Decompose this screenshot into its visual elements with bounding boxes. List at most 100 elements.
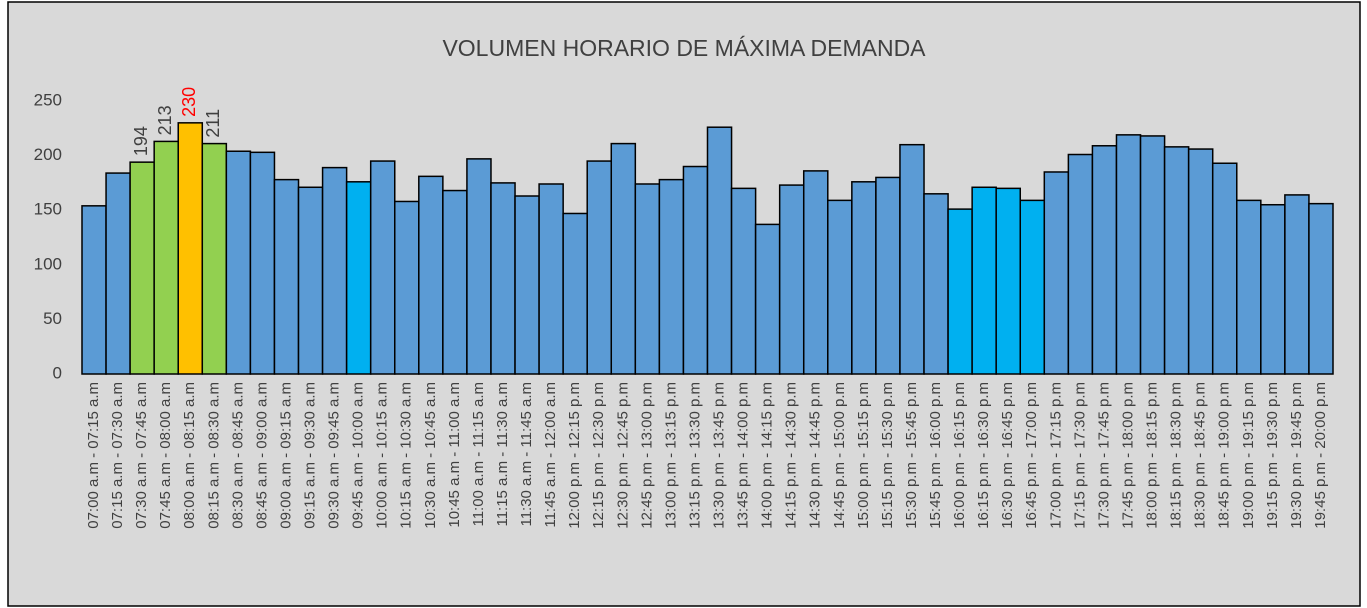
x-tick-label: 15:30 p.m - 15:45 p.m (903, 382, 920, 529)
x-tick-label: 10:15 a.m - 10:30 a.m (398, 382, 415, 529)
bar (802, 170, 829, 375)
x-tick-label: 19:45 p.m - 20:00 p.m (1312, 382, 1329, 529)
x-tick-label: 13:15 p.m - 13:30 p.m (686, 382, 703, 529)
bar (562, 212, 588, 375)
bar (514, 195, 540, 375)
bar (177, 122, 204, 375)
x-tick-label: 13:30 p.m - 13:45 p.m (710, 382, 727, 529)
x-tick-label: 12:30 p.m - 12:45 p.m (614, 382, 631, 529)
x-tick-label: 16:45 p.m - 17:00 p.m (1023, 382, 1040, 529)
bar (1019, 199, 1046, 375)
x-tick-label: 07:00 a.m - 07:15 a.m (85, 382, 102, 529)
bar (1284, 194, 1310, 375)
bar (1236, 199, 1262, 375)
x-tick-label: 14:30 p.m - 14:45 p.m (807, 382, 824, 529)
bar (995, 187, 1022, 375)
bar (851, 181, 877, 375)
x-tick-label: 18:45 p.m - 19:00 p.m (1216, 382, 1233, 529)
x-tick-label: 09:15 a.m - 09:30 a.m (302, 382, 319, 529)
x-tick-label: 11:45 a.m - 12:00 a.m (542, 382, 559, 528)
bar (1043, 171, 1070, 375)
x-tick-label: 16:15 p.m - 16:30 p.m (975, 382, 992, 529)
x-tick-label: 12:00 p.m - 12:15 p.m (566, 382, 583, 529)
x-tick-label: 10:45 a.m - 11:00 a.m (446, 382, 463, 528)
x-tick-label: 18:00 p.m - 18:15 p.m (1144, 382, 1161, 529)
x-tick-label: 17:00 p.m - 17:15 p.m (1047, 382, 1064, 529)
bar (1139, 135, 1166, 375)
bar (1091, 145, 1118, 375)
bar (730, 187, 757, 375)
x-tick-label: 14:15 p.m - 14:30 p.m (783, 382, 800, 529)
x-tick-label: 12:45 p.m - 13:00 p.m (638, 382, 655, 529)
x-tick-label: 19:00 p.m - 19:15 p.m (1240, 382, 1257, 529)
bar (490, 182, 516, 375)
bar (1187, 148, 1214, 375)
x-tick-label: 07:15 a.m - 07:30 a.m (109, 382, 126, 529)
bar (105, 172, 131, 375)
x-tick-label: 14:45 p.m - 15:00 p.m (831, 382, 848, 529)
bar (273, 178, 300, 375)
y-tick-label: 250 (34, 90, 62, 109)
x-tick-label: 10:30 a.m - 10:45 a.m (422, 382, 439, 529)
chart-title: VOLUMEN HORARIO DE MÁXIMA DEMANDA (442, 35, 926, 61)
x-tick-label: 17:30 p.m - 17:45 p.m (1095, 382, 1112, 529)
bar (345, 181, 372, 375)
x-tick-label: 11:30 a.m - 11:45 a.m (518, 382, 535, 527)
x-tick-label: 08:00 a.m - 08:15 a.m (181, 382, 198, 529)
x-tick-label: 15:15 p.m - 15:30 p.m (879, 382, 896, 529)
bar (923, 193, 949, 375)
x-tick-label: 13:00 p.m - 13:15 p.m (662, 382, 679, 529)
x-tick-label: 19:30 p.m - 19:45 p.m (1288, 382, 1305, 529)
bar (1211, 162, 1238, 375)
bar (634, 183, 661, 375)
x-tick-label: 09:30 a.m - 09:45 a.m (326, 382, 343, 529)
bar (1308, 202, 1334, 375)
bar (1115, 134, 1142, 375)
x-tick-label: 09:45 a.m - 10:00 a.m (350, 382, 367, 529)
bar (442, 189, 468, 375)
x-tick-label: 07:30 a.m - 07:45 a.m (133, 382, 150, 529)
x-tick-label: 08:15 a.m - 08:30 a.m (205, 382, 222, 529)
bar (225, 150, 252, 375)
bar (754, 223, 781, 375)
y-tick-label: 150 (34, 200, 62, 219)
bar (1260, 203, 1286, 375)
x-tick-label: 08:45 a.m - 09:00 a.m (253, 382, 270, 529)
x-tick-label: 11:15 a.m - 11:30 a.m (494, 382, 511, 527)
bar (369, 160, 396, 375)
bar (297, 186, 324, 375)
bar (538, 183, 564, 375)
bar (81, 205, 107, 375)
bar (153, 140, 179, 375)
x-tick-label: 09:00 a.m - 09:15 a.m (277, 382, 294, 529)
x-tick-label: 16:30 p.m - 16:45 p.m (999, 382, 1016, 529)
bar (1067, 153, 1094, 375)
bar (610, 142, 637, 375)
x-tick-label: 18:30 p.m - 18:45 p.m (1192, 382, 1209, 529)
bar (466, 158, 492, 375)
bar (658, 178, 685, 375)
bar (947, 208, 973, 375)
x-tick-label: 07:45 a.m - 08:00 a.m (157, 382, 174, 529)
y-tick-label: 0 (53, 363, 62, 382)
bar (899, 143, 925, 375)
x-tick-label: 13:45 p.m - 14:00 p.m (735, 382, 752, 529)
data-label: 213 (155, 105, 175, 135)
y-tick-label: 50 (43, 309, 62, 328)
x-tick-label: 11:00 a.m - 11:15 a.m (470, 382, 487, 527)
bar (394, 200, 420, 375)
bar (321, 166, 348, 375)
x-tick-label: 10:00 a.m - 10:15 a.m (374, 382, 391, 529)
x-tick-label: 18:15 p.m - 18:30 p.m (1168, 382, 1185, 529)
data-label: 194 (131, 126, 151, 156)
bar (827, 199, 853, 375)
x-tick-label: 19:15 p.m - 19:30 p.m (1264, 382, 1281, 529)
bar (1163, 146, 1190, 375)
y-tick-label: 100 (34, 254, 62, 273)
bar (875, 176, 901, 375)
bar (129, 161, 155, 375)
data-label: 211 (203, 109, 223, 138)
bar (586, 160, 613, 375)
bar (971, 186, 997, 375)
